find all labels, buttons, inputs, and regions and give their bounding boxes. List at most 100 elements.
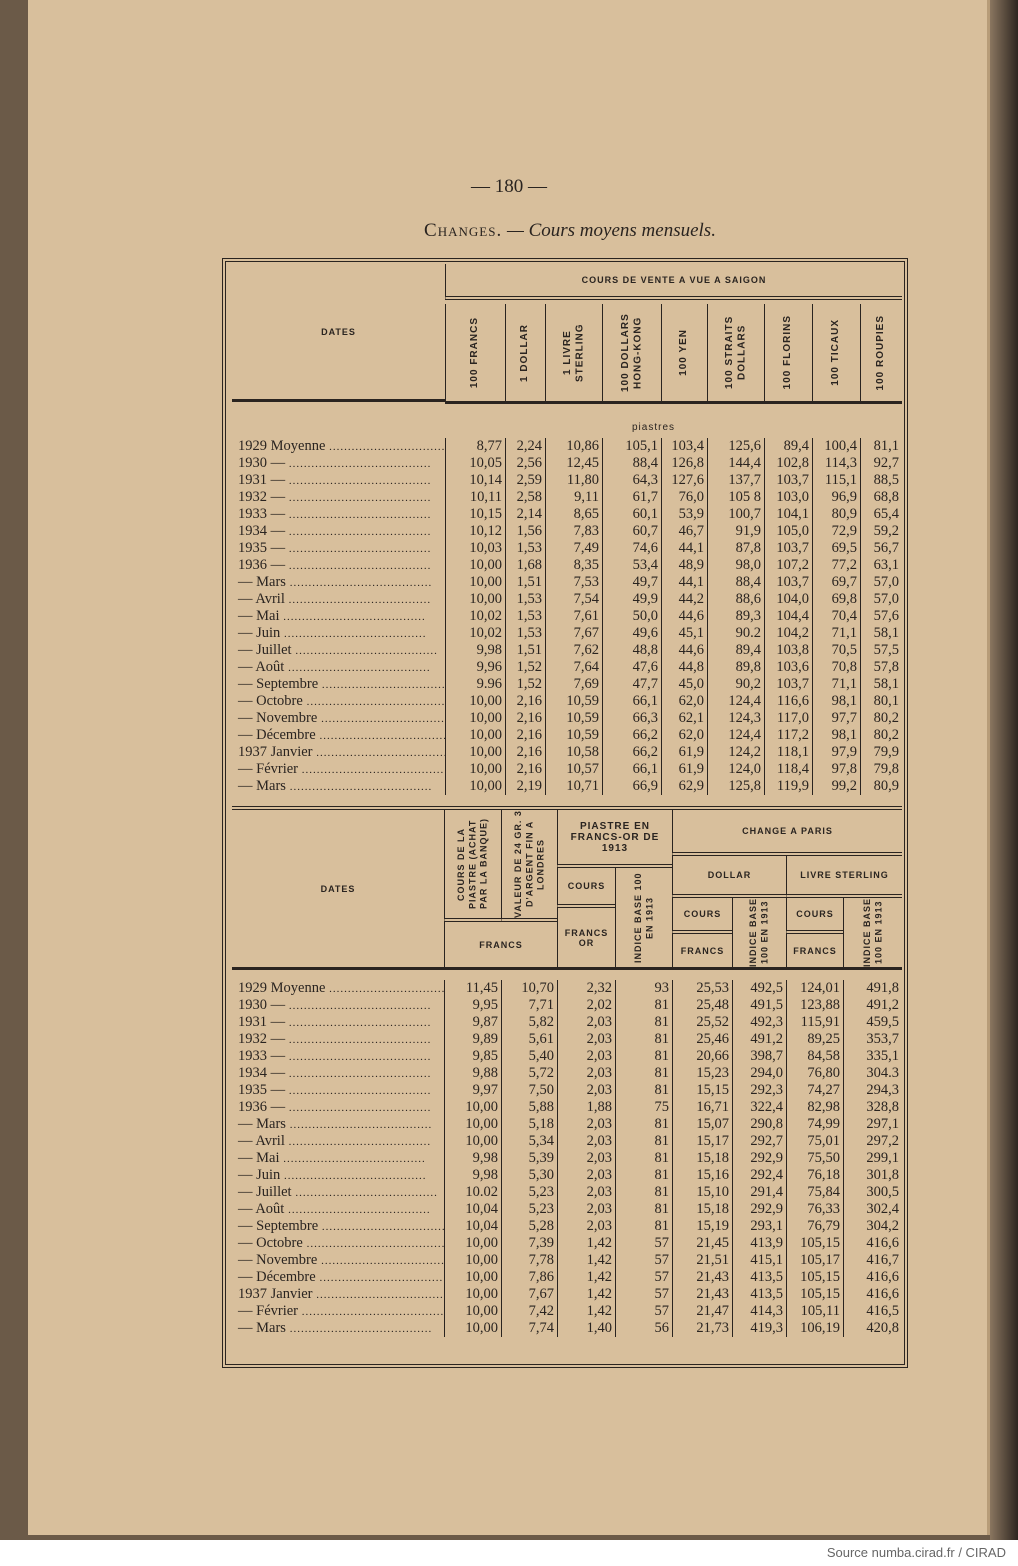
column-header-label: 100 STRAITS DOLLARS xyxy=(723,315,748,390)
row-date: — Septembre xyxy=(232,1218,444,1235)
cell-value: 2,03 xyxy=(557,1014,615,1031)
cell-value: 335,1 xyxy=(843,1048,902,1065)
cell-value: 10,11 xyxy=(445,489,505,506)
cell-value: 44,1 xyxy=(661,574,707,591)
cell-value: 1,53 xyxy=(505,540,545,557)
table-row: — Avril10,005,342,038115,17292,775,01297… xyxy=(232,1133,902,1150)
table-row: — Mars10,005,182,038115,07290,874,99297,… xyxy=(232,1116,902,1133)
cell-value: 77,2 xyxy=(812,557,860,574)
cell-value: 104,0 xyxy=(764,591,812,608)
cell-value: 81 xyxy=(615,1014,672,1031)
cell-value: 44,1 xyxy=(661,540,707,557)
cell-value: 294,0 xyxy=(732,1065,786,1082)
cell-value: 59,2 xyxy=(860,523,902,540)
cell-value: 5,40 xyxy=(501,1048,557,1065)
cell-value: 104,1 xyxy=(764,506,812,523)
cell-value: 9,96 xyxy=(445,659,505,676)
cell-value: 492,3 xyxy=(732,1014,786,1031)
title-rest: — Cours moyens mensuels. xyxy=(506,220,716,241)
cell-value: 15,15 xyxy=(672,1082,732,1099)
cell-value: 10,59 xyxy=(545,710,602,727)
book-edge xyxy=(990,0,1018,1540)
table-row: — Octobre10,007,391,425721,45413,9105,15… xyxy=(232,1235,902,1252)
table-row: 1930 —10,052,5612,4588,4126,8144,4102,81… xyxy=(232,455,902,472)
cell-value: 291,4 xyxy=(732,1184,786,1201)
cell-value: 10,00 xyxy=(445,574,505,591)
cell-value: 7,49 xyxy=(545,540,602,557)
cell-value: 76,79 xyxy=(786,1218,843,1235)
cours-2: COURS xyxy=(672,898,732,934)
cell-value: 125,6 xyxy=(707,438,764,455)
cell-value: 7,67 xyxy=(501,1286,557,1303)
cell-value: 292,9 xyxy=(732,1201,786,1218)
cell-value: 66,2 xyxy=(602,744,661,761)
cell-value: 125,8 xyxy=(707,778,764,795)
cell-value: 57,6 xyxy=(860,608,902,625)
cell-value: 7,62 xyxy=(545,642,602,659)
cell-value: 7,64 xyxy=(545,659,602,676)
cell-value: 10,04 xyxy=(444,1201,501,1218)
row-date: 1933 — xyxy=(232,1048,444,1065)
cell-value: 8,65 xyxy=(545,506,602,523)
cell-value: 15,17 xyxy=(672,1133,732,1150)
cell-value: 87,8 xyxy=(707,540,764,557)
cell-value: 61,7 xyxy=(602,489,661,506)
row-date: 1936 — xyxy=(232,557,445,574)
table-row: 1931 —9,875,822,038125,52492,3115,91459,… xyxy=(232,1014,902,1031)
table-row: — Septembre9.961,527,6947,745,090,2103,7… xyxy=(232,676,902,693)
cell-value: 413,9 xyxy=(732,1235,786,1252)
cell-value: 90,2 xyxy=(707,676,764,693)
cell-value: 25,52 xyxy=(672,1014,732,1031)
cell-value: 62,9 xyxy=(661,778,707,795)
cell-value: 2,24 xyxy=(505,438,545,455)
cell-value: 97,8 xyxy=(812,761,860,778)
cell-value: 124,01 xyxy=(786,980,843,997)
row-date: — Novembre xyxy=(232,710,445,727)
page-number: — 180 — xyxy=(471,176,547,197)
cell-value: 89,25 xyxy=(786,1031,843,1048)
cell-value: 105,17 xyxy=(786,1252,843,1269)
francs-unit-3: FRANCS xyxy=(786,934,843,970)
row-date: — Août xyxy=(232,659,445,676)
cell-value: 21,51 xyxy=(672,1252,732,1269)
cell-value: 1,42 xyxy=(557,1286,615,1303)
cell-value: 48,8 xyxy=(602,642,661,659)
table-row: — Novembre10,002,1610,5966,362,1124,3117… xyxy=(232,710,902,727)
cell-value: 9,87 xyxy=(444,1014,501,1031)
cell-value: 10,15 xyxy=(445,506,505,523)
row-date: — Octobre xyxy=(232,1235,444,1252)
cell-value: 15,16 xyxy=(672,1167,732,1184)
table-row: — Novembre10,007,781,425721,51415,1105,1… xyxy=(232,1252,902,1269)
piastre-group: PIASTRE EN FRANCS-OR DE 1913 xyxy=(557,810,672,868)
cell-value: 9,85 xyxy=(444,1048,501,1065)
cell-value: 1,51 xyxy=(505,642,545,659)
cell-value: 8,77 xyxy=(445,438,505,455)
cell-value: 292,4 xyxy=(732,1167,786,1184)
cell-value: 106,19 xyxy=(786,1320,843,1337)
cell-value: 299,1 xyxy=(843,1150,902,1167)
cell-value: 88,4 xyxy=(602,455,661,472)
cell-value: 10,00 xyxy=(445,693,505,710)
cell-value: 2,16 xyxy=(505,761,545,778)
cell-value: 10,00 xyxy=(445,761,505,778)
cell-value: 2,59 xyxy=(505,472,545,489)
column-header: 100 STRAITS DOLLARS xyxy=(707,304,764,404)
cell-value: 68,8 xyxy=(860,489,902,506)
column-header: 1 LIVRE STERLING xyxy=(545,304,602,404)
table-row: — Avril10,001,537,5449,944,288,6104,069,… xyxy=(232,591,902,608)
cell-value: 44,6 xyxy=(661,642,707,659)
cell-value: 416,7 xyxy=(843,1252,902,1269)
table-row: — Décembre10,002,1610,5966,262,0124,4117… xyxy=(232,727,902,744)
cell-value: 10,00 xyxy=(444,1252,501,1269)
cell-value: 81 xyxy=(615,997,672,1014)
cell-value: 98,0 xyxy=(707,557,764,574)
cell-value: 10,00 xyxy=(445,727,505,744)
bottom-header: DATES COURS DE LA PIASTRE (ACHAT PAR LA … xyxy=(232,806,902,976)
cell-value: 15,07 xyxy=(672,1116,732,1133)
cell-value: 7,86 xyxy=(501,1269,557,1286)
francs-unit-2: FRANCS xyxy=(672,934,732,970)
cell-value: 292,3 xyxy=(732,1082,786,1099)
row-date: 1930 — xyxy=(232,997,444,1014)
column-header-label: 100 FLORINS xyxy=(782,315,794,390)
